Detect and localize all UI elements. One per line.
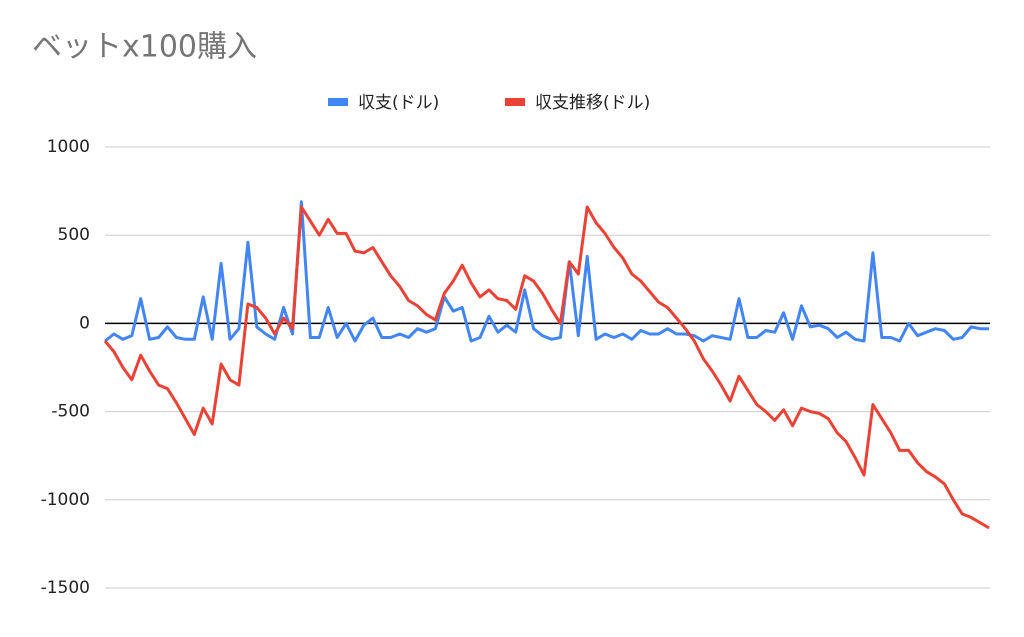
legend-swatch xyxy=(505,98,525,106)
legend-label: 収支(ドル) xyxy=(358,93,439,113)
y-tick-label: -500 xyxy=(51,402,90,422)
y-tick-label: 0 xyxy=(79,313,90,333)
y-tick-label: -1500 xyxy=(41,578,90,598)
chart-title: ベットx100購入 xyxy=(32,30,257,65)
series-line xyxy=(104,200,989,343)
series-line xyxy=(103,205,990,530)
legend-swatch xyxy=(328,98,348,106)
y-tick-label: 1000 xyxy=(47,137,90,157)
legend-label: 収支推移(ドル) xyxy=(535,93,650,113)
y-tick-label: 500 xyxy=(58,225,90,245)
y-tick-label: -1000 xyxy=(41,490,90,510)
